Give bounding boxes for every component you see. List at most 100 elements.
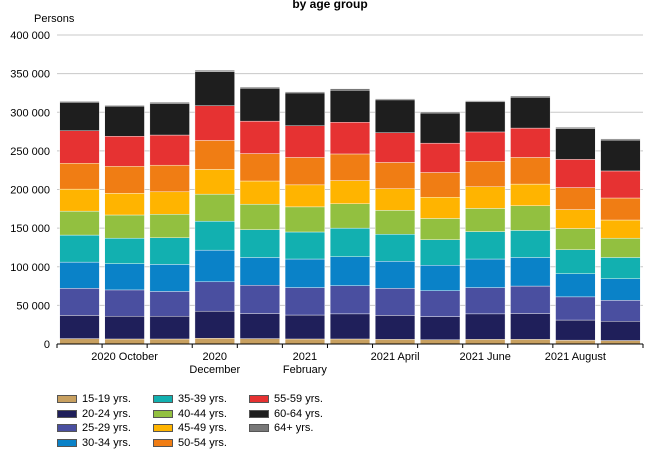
bar-segment [465,131,506,162]
bar-segment [600,257,641,279]
bar-segment [149,264,190,292]
legend-swatch [153,409,173,418]
bar-segment [510,157,551,185]
legend-label: 30-34 yrs. [82,436,131,449]
bar-stack [59,101,100,345]
bar-segment [194,281,235,312]
bar-segment [465,101,506,133]
bar-segment [239,203,280,230]
bar-segment [600,170,641,199]
bar-segment [420,290,461,317]
bar-segment [555,296,596,321]
y-tick-label: 50 000 [16,300,50,312]
bar-stack [284,91,325,345]
y-tick-label: 250 000 [10,146,50,158]
bar-segment [375,162,416,189]
bar-segment [555,127,596,129]
legend-swatch [57,395,77,403]
legend-swatch [249,409,269,418]
bar-segment [420,111,461,114]
legend-swatch [153,424,173,432]
bar-stack [510,95,551,345]
bar-segment [149,164,190,193]
legend-label: 50-54 yrs. [178,436,227,449]
bar-segment [104,289,145,317]
bar-segment [284,287,325,316]
bar-segment [510,95,551,98]
bar-segment [375,315,416,340]
bar-segment [510,257,551,287]
bar-segment [194,249,235,283]
bar-segment [149,214,190,238]
bar-segment [510,96,551,129]
legend-label: 55-59 yrs. [274,393,323,405]
bar-segment [555,273,596,298]
bar-segment [104,214,145,239]
bar-segment [239,153,280,182]
x-tick-label: 2020 October [91,351,158,363]
bar-segment [600,300,641,322]
bar-segment [510,285,551,314]
y-tick-label: 300 000 [10,107,50,119]
bar-segment [375,339,416,345]
legend-item: 30-34 yrs. [57,437,131,449]
bar-stack [555,127,596,345]
chart-title: by age group [292,0,367,11]
legend-label: 25-29 yrs. [82,422,131,434]
bar-segment [465,208,506,232]
bar-stack [239,86,280,345]
bar-segment [555,209,596,229]
bar-segment [59,130,100,164]
legend-item: 50-54 yrs. [153,437,227,449]
bar-segment [555,249,596,274]
bar-segment [59,210,100,236]
legend-item: 40-44 yrs. [153,408,227,420]
bar-segment [284,231,325,260]
bar-stack [194,69,235,345]
bar-segment [420,218,461,240]
bar-segment [510,205,551,231]
bar-segment [465,313,506,340]
bar-segment [375,132,416,163]
bar-segment [375,288,416,316]
legend-label: 45-49 yrs. [178,422,227,434]
y-axis-ticks: 0 50 000 100 000 150 000 200 000 250 000 300 0… [10,30,50,351]
bar-segment [555,339,596,345]
y-tick-label: 100 000 [10,262,50,274]
legend-item: 55-59 yrs. [249,393,323,405]
bar-stack [600,138,641,345]
bar-segment [104,105,145,107]
bar-segment [510,230,551,258]
bar-segment [375,261,416,289]
bar-segment [420,316,461,340]
bar-segment [149,315,190,340]
bar-segment [194,71,235,106]
bar-segment [149,291,190,317]
bar-segment [59,163,100,190]
bar-segment [284,206,325,233]
bar-segment [284,184,325,208]
bar-segment [149,191,190,215]
bar-segment [555,187,596,210]
bar-segment [194,310,235,339]
legend-swatch [57,438,77,447]
bar-segment [149,338,190,345]
bar-segment [329,88,371,91]
bar-segment [194,220,235,251]
bar-segment [555,228,596,250]
bar-segment [149,103,190,136]
bar-segment [510,183,551,206]
bar-segment [59,101,100,103]
x-tick-label: 2020 December [189,351,240,376]
bar-segment [194,193,235,222]
x-tick-label: 2021 August [545,351,606,363]
bar-segment [239,257,280,286]
y-axis-label: Persons [34,13,75,25]
bar-segment [600,340,641,345]
bar-segment [329,180,371,204]
bar-segment [510,127,551,158]
bar-segment [420,239,461,266]
bar-segment [59,261,100,289]
bar-segment [600,278,641,301]
bar-segment [420,197,461,219]
